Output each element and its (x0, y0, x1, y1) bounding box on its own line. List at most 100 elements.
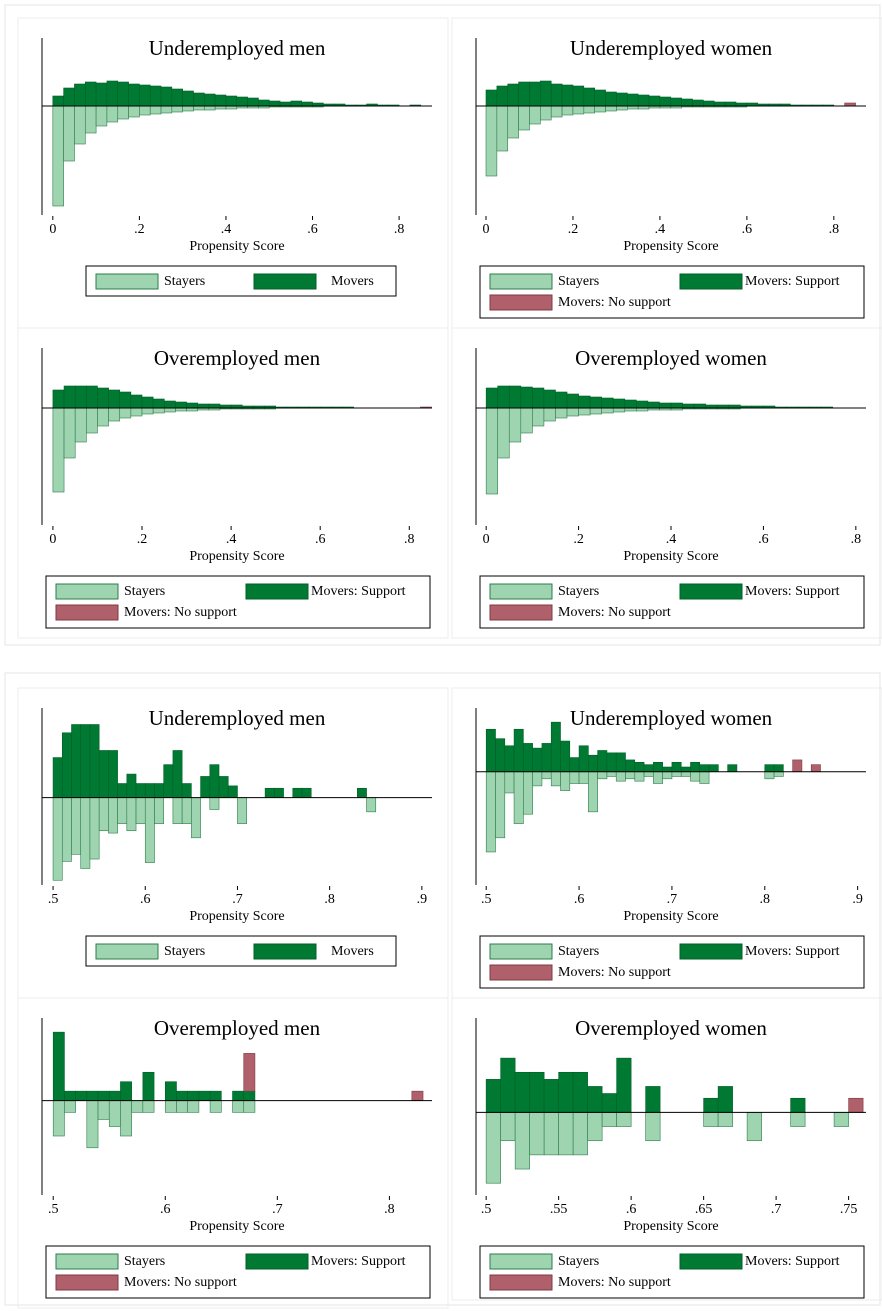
bar (541, 771, 552, 780)
bar (61, 732, 72, 798)
legend-label: Movers (331, 944, 374, 959)
bar (550, 771, 561, 787)
bar (164, 1100, 177, 1113)
bar (126, 797, 137, 832)
bar (727, 764, 738, 773)
bar (507, 105, 519, 139)
bar (171, 88, 183, 107)
bar (98, 797, 109, 832)
bar (659, 402, 672, 409)
bar (594, 89, 606, 107)
bar (366, 797, 377, 813)
bar (485, 105, 498, 177)
bar (578, 771, 589, 784)
bar (187, 1100, 200, 1113)
legend-swatch (489, 583, 553, 600)
bar (717, 1086, 733, 1113)
bar (97, 1100, 110, 1120)
bar (197, 403, 210, 409)
legend-label: Stayers (558, 274, 599, 289)
bar (232, 1090, 245, 1101)
bar (86, 385, 98, 409)
legend-swatch (253, 273, 317, 290)
bar (543, 389, 556, 409)
legend-swatch (679, 273, 743, 290)
bar (514, 1112, 530, 1170)
bar (84, 81, 97, 107)
bar (790, 1097, 806, 1113)
x-tick-label: .2 (134, 222, 145, 237)
bar (144, 783, 155, 798)
legend-swatch (253, 943, 317, 960)
bar (773, 771, 784, 777)
bar (95, 105, 108, 127)
bar (680, 766, 691, 773)
panel-frame (451, 997, 882, 1301)
bar (569, 757, 580, 773)
bar (690, 761, 701, 773)
x-tick-label: .6 (140, 892, 151, 907)
bar (583, 105, 595, 114)
bar (645, 1086, 661, 1113)
bar (74, 385, 87, 409)
bar (108, 750, 118, 798)
bar (485, 407, 499, 495)
bar (810, 764, 821, 773)
bar (495, 771, 506, 839)
bar (227, 785, 238, 798)
bar (643, 764, 654, 773)
bar (653, 771, 663, 784)
bar (243, 1090, 256, 1101)
bar (612, 407, 626, 413)
bar (670, 97, 682, 107)
bar (84, 105, 97, 134)
bar (594, 105, 606, 113)
bar (106, 105, 119, 123)
bar (52, 1100, 65, 1137)
panel-title: Underemployed women (570, 706, 773, 730)
bar (163, 764, 174, 798)
bar (247, 97, 259, 107)
bar (561, 105, 574, 116)
bar (52, 389, 65, 409)
bar (589, 396, 602, 409)
bar (717, 1112, 733, 1127)
bar (550, 721, 561, 773)
bar (561, 84, 574, 107)
legend-label: Stayers (558, 1254, 599, 1269)
bar (703, 1097, 719, 1113)
bar (550, 105, 563, 118)
x-axis-label: Propensity Score (189, 549, 284, 564)
bar (89, 724, 100, 798)
bar (485, 771, 496, 853)
bar (583, 87, 595, 107)
legend-swatch (55, 604, 119, 621)
bar (708, 764, 719, 773)
bar (520, 386, 533, 409)
bar (63, 87, 75, 107)
bar (615, 771, 626, 782)
bar (279, 101, 292, 107)
x-tick-label: 0 (483, 532, 490, 547)
bar (186, 402, 198, 409)
bar (560, 771, 571, 791)
legend-swatch (489, 1253, 553, 1270)
x-tick-label: .8 (760, 892, 771, 907)
bar (225, 95, 238, 107)
bar (500, 1112, 516, 1142)
bar (645, 1112, 661, 1142)
x-tick-label: .7 (232, 892, 243, 907)
legend-swatch (95, 273, 159, 290)
bar (141, 396, 154, 409)
bar (61, 797, 72, 862)
x-axis-label: Propensity Score (189, 909, 284, 924)
bar (612, 398, 626, 409)
x-tick-label: .65 (695, 1202, 713, 1217)
x-axis-label: Propensity Score (623, 239, 718, 254)
bar (74, 83, 86, 107)
bar (532, 747, 543, 773)
bar (485, 1112, 501, 1184)
bar (160, 105, 173, 114)
bar (496, 85, 509, 107)
